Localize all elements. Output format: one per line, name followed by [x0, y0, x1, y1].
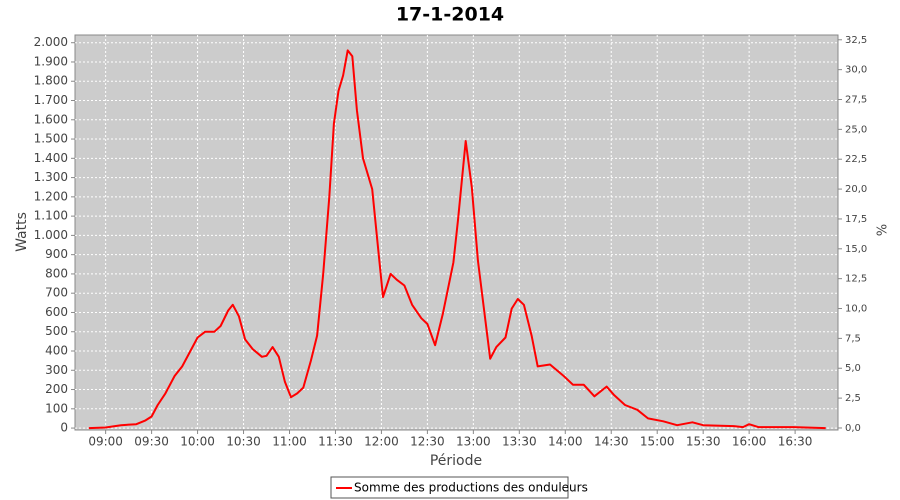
- x-tick-label: 13:30: [502, 435, 537, 449]
- y2-tick-label: 22,5: [845, 154, 867, 165]
- y2-tick-label: 7,5: [845, 333, 861, 344]
- y-tick-label: 2.000: [34, 35, 68, 49]
- y2-tick-label: 25,0: [845, 124, 867, 135]
- y-tick-label: 1.500: [34, 132, 68, 146]
- x-tick-label: 11:00: [272, 435, 307, 449]
- y2-tick-label: 17,5: [845, 214, 867, 225]
- y-tick-label: 600: [45, 305, 68, 319]
- y-tick-label: 400: [45, 344, 68, 358]
- y-tick-label: 100: [45, 401, 68, 415]
- y2-tick-label: 10,0: [845, 304, 867, 315]
- x-tick-label: 14:30: [594, 435, 629, 449]
- y-tick-label: 1.900: [34, 54, 68, 68]
- x-tick-label: 13:00: [456, 435, 491, 449]
- x-tick-label: 16:00: [732, 435, 767, 449]
- y-tick-label: 1.000: [34, 228, 68, 242]
- y-tick-label: 200: [45, 382, 68, 396]
- y-tick-label: 1.400: [34, 151, 68, 165]
- x-axis-label: Période: [430, 453, 482, 469]
- y-axis-label: Watts: [14, 212, 30, 252]
- y2-tick-label: 27,5: [845, 94, 867, 105]
- y2-tick-label: 2,5: [845, 393, 861, 404]
- y2-tick-label: 0,0: [845, 423, 861, 434]
- x-tick-label: 09:30: [134, 435, 169, 449]
- y2-tick-label: 15,0: [845, 244, 867, 255]
- y-tick-label: 300: [45, 363, 68, 377]
- y-tick-label: 1.600: [34, 112, 68, 126]
- y-tick-label: 0: [60, 421, 68, 435]
- y-tick-label: 1.800: [34, 74, 68, 88]
- y-tick-label: 900: [45, 247, 68, 261]
- legend-label: Somme des productions des onduleurs: [354, 481, 588, 495]
- y2-tick-label: 20,0: [845, 184, 867, 195]
- y-tick-label: 1.200: [34, 189, 68, 203]
- x-tick-label: 15:00: [640, 435, 675, 449]
- y-tick-label: 700: [45, 286, 68, 300]
- x-tick-label: 16:30: [778, 435, 813, 449]
- y-tick-label: 500: [45, 324, 68, 338]
- legend-box: [330, 476, 569, 499]
- y-tick-label: 1.300: [34, 170, 68, 184]
- y2-tick-label: 30,0: [845, 65, 867, 76]
- y2-tick-label: 32,5: [845, 35, 867, 46]
- x-tick-label: 11:30: [318, 435, 353, 449]
- x-tick-label: 14:00: [548, 435, 583, 449]
- x-tick-label: 12:00: [364, 435, 399, 449]
- y2-tick-label: 5,0: [845, 363, 861, 374]
- x-tick-label: 15:30: [686, 435, 721, 449]
- x-tick-label: 10:00: [180, 435, 215, 449]
- x-tick-label: 10:30: [226, 435, 261, 449]
- data-line: [88, 49, 826, 430]
- y2-axis-label: %: [873, 224, 888, 236]
- y-tick-label: 1.700: [34, 93, 68, 107]
- y2-tick-label: 12,5: [845, 274, 867, 285]
- x-tick-label: 09:00: [88, 435, 123, 449]
- chart-title: 17-1-2014: [396, 4, 504, 26]
- y-tick-label: 1.100: [34, 209, 68, 223]
- y-tick-label: 800: [45, 266, 68, 280]
- x-tick-label: 12:30: [410, 435, 445, 449]
